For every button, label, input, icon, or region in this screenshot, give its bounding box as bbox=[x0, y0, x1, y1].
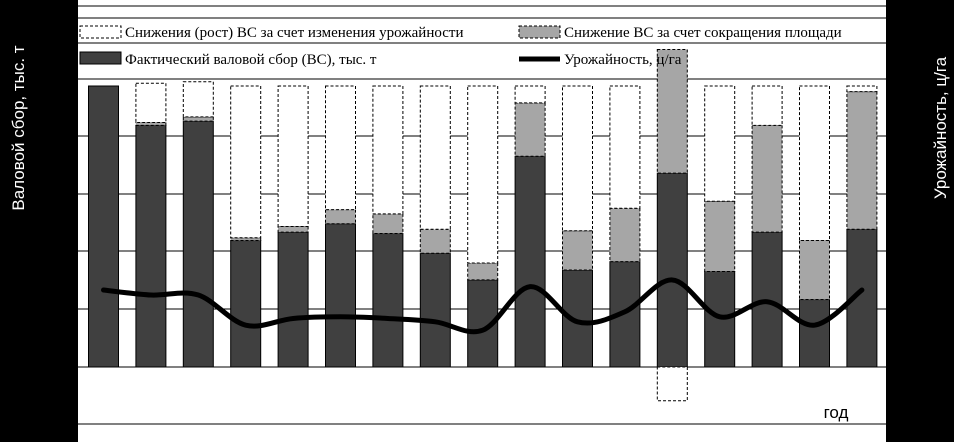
legend: Снижения (рост) ВС за счет изменения уро… bbox=[79, 25, 842, 68]
bar-yield-change bbox=[609, 85, 641, 209]
legend-label-area-reduction: Снижение ВС за счет сокращения площади bbox=[564, 25, 842, 41]
bar-yield-change bbox=[846, 85, 878, 93]
legend-label-actual-harvest: Фактический валовой сбор (ВС), тыс. т bbox=[125, 52, 377, 68]
bar-yield-change bbox=[751, 85, 783, 126]
bar-actual-harvest bbox=[135, 124, 167, 368]
bar-actual-harvest bbox=[182, 120, 214, 368]
bar-actual-harvest bbox=[277, 231, 309, 368]
bar-area-reduction bbox=[609, 207, 641, 263]
legend-swatch-yield-change bbox=[79, 25, 122, 39]
bar-actual-harvest bbox=[514, 155, 546, 368]
bar-yield-change bbox=[704, 85, 736, 202]
legend-swatch-actual-harvest bbox=[79, 51, 122, 65]
legend-label-yield-change: Снижения (рост) ВС за счет изменения уро… bbox=[125, 25, 463, 41]
bar-area-reduction bbox=[467, 262, 499, 281]
bar-yield-change bbox=[799, 85, 830, 242]
legend-label-yield-line: Урожайность, ц/га bbox=[564, 52, 682, 68]
yield-line bbox=[101, 277, 865, 335]
bar-actual-harvest bbox=[562, 269, 593, 368]
bar-area-reduction bbox=[514, 102, 546, 157]
bar-yield-change bbox=[182, 81, 214, 118]
bar-yield-change bbox=[230, 85, 262, 239]
bar-yield-change bbox=[277, 85, 309, 227]
bar-area-reduction bbox=[704, 200, 736, 272]
bar-yield-change bbox=[135, 82, 167, 124]
yield-line-path bbox=[101, 277, 865, 335]
bar-yield-change bbox=[325, 85, 356, 211]
bar-actual-harvest bbox=[419, 252, 451, 368]
bar-yield-change bbox=[656, 366, 688, 402]
bar-yield-change bbox=[467, 85, 499, 264]
bar-area-reduction bbox=[562, 230, 593, 271]
x-axis-label: год bbox=[824, 403, 849, 422]
bar-area-reduction bbox=[751, 124, 783, 233]
bar-yield-change bbox=[514, 85, 546, 104]
bar-actual-harvest bbox=[799, 299, 830, 368]
bar-area-reduction bbox=[372, 213, 404, 235]
bar-yield-change bbox=[562, 85, 593, 232]
bars bbox=[88, 48, 878, 402]
bar-area-reduction bbox=[135, 122, 167, 126]
bar-actual-harvest bbox=[230, 240, 262, 368]
bar-area-reduction bbox=[325, 209, 356, 225]
bar-area-reduction bbox=[277, 226, 309, 233]
bar-yield-change bbox=[419, 85, 451, 230]
bar-yield-change bbox=[372, 85, 404, 215]
bar-area-reduction bbox=[846, 91, 878, 230]
bar-area-reduction bbox=[799, 240, 830, 301]
bar-actual-harvest bbox=[325, 223, 356, 368]
bar-actual-harvest bbox=[656, 172, 688, 368]
bar-area-reduction bbox=[656, 48, 688, 174]
bar-actual-harvest bbox=[88, 85, 119, 368]
bar-actual-harvest bbox=[372, 233, 404, 368]
bar-area-reduction bbox=[182, 116, 214, 122]
legend-swatch-area-reduction bbox=[518, 25, 561, 39]
bar-area-reduction bbox=[419, 228, 451, 254]
